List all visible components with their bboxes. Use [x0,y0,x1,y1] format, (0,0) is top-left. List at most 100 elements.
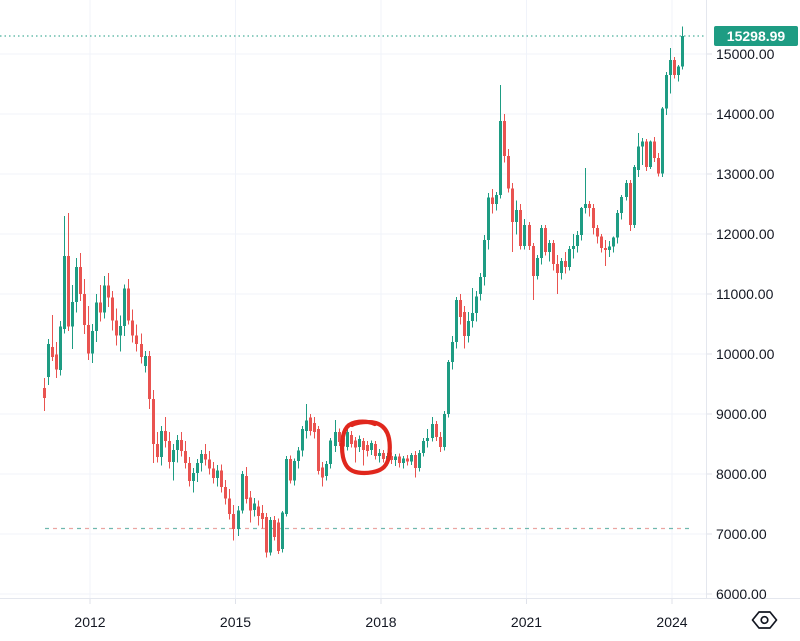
candle-body [273,520,276,537]
candle-body [588,204,591,209]
price-scale-label: 15000.00 [716,46,775,62]
candle-body [418,453,421,468]
candle-body [483,240,486,278]
candle-body [515,210,518,222]
candle-body [378,453,381,456]
candle-body [665,75,668,109]
price-scale-label: 6000.00 [716,586,767,602]
candle-body [135,335,138,344]
time-scale-label: 2021 [510,614,543,630]
candle-body [75,267,78,302]
candle-body [637,146,640,171]
candle-body [645,141,648,167]
candle-body [479,277,482,294]
current-price-badge: 15298.99 [714,26,798,47]
candle-body [374,444,377,456]
candle-body [297,450,300,461]
candle-body [160,430,163,458]
candle-body [596,228,599,237]
candle-body [140,343,143,357]
candle-body [426,438,429,441]
candle-body [67,256,70,327]
candle-body [216,470,219,479]
candle-body [604,247,607,251]
candle-body [208,459,211,469]
candle-body [503,121,506,156]
candle-body [83,294,86,326]
candle-body [370,442,373,450]
time-scale-label: 2024 [656,614,688,630]
candle-body [677,66,680,75]
candle-body [358,439,361,447]
candle-body [625,183,628,197]
candle-body [511,188,514,222]
candle-body [519,210,522,246]
candle-body [431,424,434,438]
candle-body [293,460,296,481]
candle-body [455,300,458,342]
candle-body [616,213,619,238]
eye-logo-icon[interactable] [751,608,778,632]
candle-body [241,474,244,511]
candle-body [653,141,656,158]
candle-body [467,321,470,336]
price-scale-label: 12000.00 [716,226,775,242]
candle-body [188,463,191,482]
candle-body [394,456,397,461]
candle-body [212,468,215,479]
price-scale-label: 14000.00 [716,106,775,122]
candle-body [91,331,94,354]
candle-body [265,517,268,553]
candle-body [532,246,535,276]
candle-body [592,208,595,228]
candle-body [540,228,543,258]
candle-body [536,258,539,276]
current-price-value: 15298.99 [726,28,786,45]
candle-body [119,325,122,336]
candle-body [568,249,571,267]
candle-body [95,302,98,332]
candle-body [681,36,684,67]
candle-body [414,454,417,468]
candle-body [600,236,603,248]
candle-body [285,459,288,515]
candle-body [402,458,405,464]
time-scale-label: 2012 [74,614,106,630]
candle-body [523,225,526,246]
candle-body [334,432,337,446]
candle-body [346,432,349,447]
candle-body [633,166,636,225]
candle-body [224,487,227,499]
candle-body [548,243,551,252]
candle-body [115,320,118,336]
price-scale-label: 10000.00 [716,346,775,362]
candle-body [249,497,252,511]
candle-body [354,440,357,448]
candle-body [200,454,203,464]
candle-body [289,459,292,481]
candle-body [253,503,256,510]
candle-body [435,424,438,437]
candle-body [475,296,478,314]
candle-body [443,414,446,447]
candle-body [507,156,510,189]
candle-body [398,456,401,464]
candle-body [261,513,264,519]
candle-body [491,197,494,204]
time-scale-label: 2015 [219,614,252,630]
candle-body [144,355,147,366]
price-scale-label: 13000.00 [716,166,775,182]
red-circle-annotation[interactable] [339,419,392,476]
candle-body [499,121,502,195]
candle-body [560,261,563,273]
candle-body [164,430,167,441]
price-scale-label: 9000.00 [716,406,767,422]
candle-body [301,429,304,451]
candle-body [317,429,320,471]
candle-body [47,343,50,377]
candle-body [131,320,134,336]
candle-body [127,288,130,321]
candle-body [111,297,114,321]
